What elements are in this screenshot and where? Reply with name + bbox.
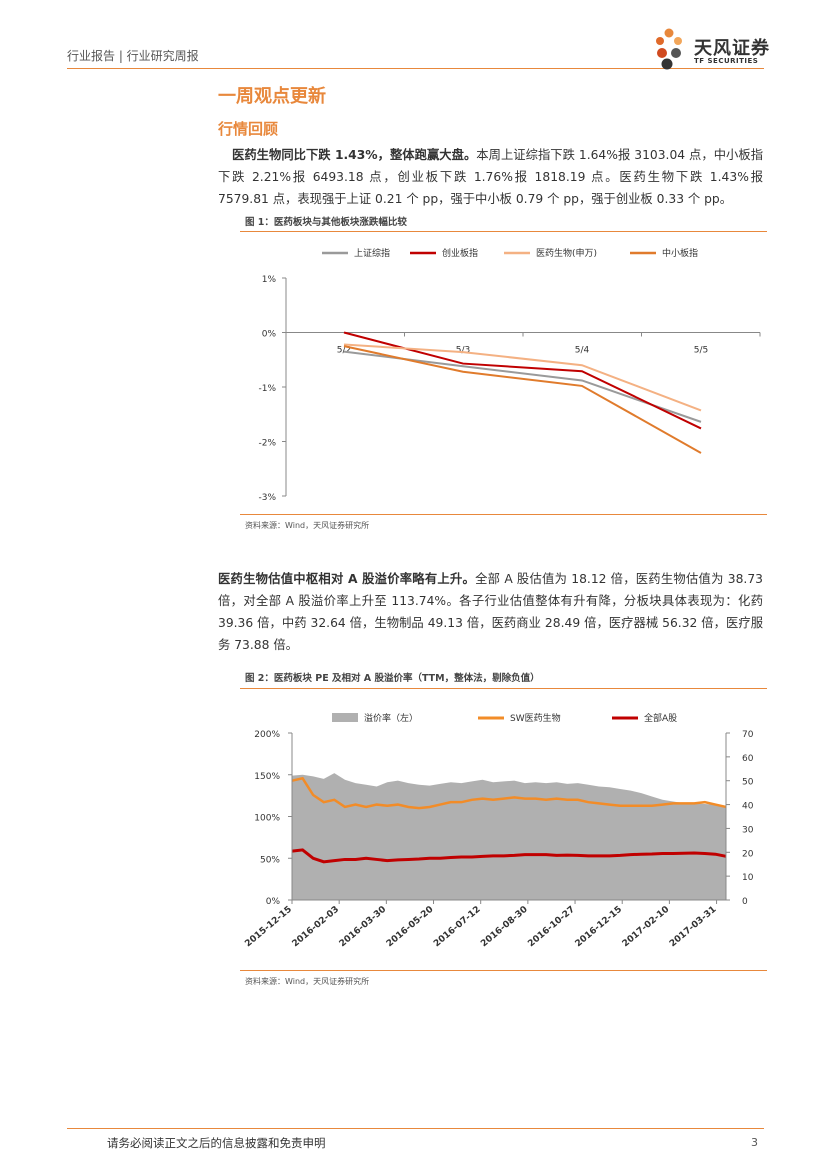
paragraph-body: 本周上证综指下跌 1.64%报 3103.04 点，中小板指下跌 2.21%报 … [218,148,763,206]
figure1-line-chart: 上证综指 创业板指 医药生物(申万) 中小板指 1% 0% -1% -2% -3% 5/2 5/3 5… [258,247,761,503]
figure2-bottom-rule [240,970,767,971]
x-tick-label: 5/2 [337,346,351,356]
figure1-top-rule [240,231,767,232]
y-right-tick-label: 30 [742,825,754,835]
x-tick-label: 2016-03-30 [338,905,389,950]
figure2-source: 资料来源：Wind，天风证券研究所 [245,977,370,986]
y-left-tick-label: 0% [266,897,281,907]
y-left-tick-label: 150% [254,772,280,782]
y-tick-label: -1% [258,384,276,394]
x-tick-label: 2016-07-12 [432,905,483,950]
paragraph-lead: 医药生物估值中枢相对 A 股溢价率略有上升。 [218,572,476,586]
y-tick-label: 1% [262,275,277,285]
y-tick-label: -3% [258,493,276,503]
y-right-tick-label: 70 [742,730,754,740]
figure2-area-chart: 溢价率（左） SW医药生物 全部A股 200% 150% 100% 50% 0% 70 60 50 4… [243,712,754,950]
paragraph-market-review: 医药生物同比下跌 1.43%，整体跑赢大盘。本周上证综指下跌 1.64%报 31… [218,144,763,210]
premium-area [292,773,726,900]
logo-en-text: TF SECURITIES [694,57,759,65]
legend-label: SW医药生物 [510,712,561,724]
legend-label: 中小板指 [662,247,698,259]
legend-label: 创业板指 [442,247,478,259]
company-logo [656,28,682,70]
page-number: 3 [751,1136,758,1149]
x-tick-label: 2016-08-30 [479,905,530,950]
y-left-tick-label: 200% [254,730,280,740]
footer-disclaimer: 请务必阅读正文之后的信息披露和免责申明 [107,1136,326,1150]
x-tick-label: 2016-05-20 [385,905,436,950]
figure1-source: 资料来源：Wind，天风证券研究所 [245,521,370,530]
series-line [343,345,702,454]
legend-label: 医药生物(申万) [536,247,597,259]
y-tick-label: 0% [262,330,277,340]
subsection-title: 行情回顾 [218,120,279,138]
y-right-tick-label: 10 [742,873,754,883]
x-tick-label: 2016-12-15 [574,905,625,950]
legend-label: 上证综指 [354,247,390,259]
series-line [291,776,727,810]
series-line [343,343,702,412]
y-left-tick-label: 100% [254,814,280,824]
legend-label: 全部A股 [644,712,677,724]
y-tick-label: -2% [258,439,276,449]
figure1-bottom-rule [240,514,767,515]
x-tick-label: 5/4 [575,346,590,356]
series-line [343,350,702,423]
x-tick-label: 2015-12-15 [243,905,294,950]
x-tick-label: 2017-03-31 [668,905,719,950]
paragraph-valuation: 医药生物估值中枢相对 A 股溢价率略有上升。全部 A 股估值为 18.12 倍，… [218,568,763,656]
figure1-title: 图 1：医药板块与其他板块涨跌幅比较 [245,217,407,228]
x-tick-label: 2016-10-27 [526,905,577,950]
legend-label: 溢价率（左） [364,712,418,724]
logo-cn-text: 天风证券 [694,38,770,59]
y-right-tick-label: 20 [742,849,754,859]
paragraph-lead: 医药生物同比下跌 1.43%，整体跑赢大盘。 [232,148,477,162]
y-right-tick-label: 50 [742,778,754,788]
x-tick-label: 2017-02-10 [621,905,672,950]
y-right-tick-label: 0 [742,897,748,907]
header-text: 行业报告 | 行业研究周报 [67,49,199,63]
legend-swatch [332,713,358,722]
y-left-tick-label: 50% [260,855,280,865]
paragraph-body: 全部 A 股估值为 18.12 倍，医药生物估值为 38.73 倍，对全部 A … [218,572,763,652]
footer-divider [67,1128,764,1129]
x-tick-label: 2016-02-03 [291,905,342,950]
series-line [291,848,727,864]
figure2-title: 图 2：医药板块 PE 及相对 A 股溢价率（TTM，整体法，剔除负值） [245,673,540,684]
series-line [343,331,702,430]
figure2-top-rule [240,688,767,689]
x-tick-label: 5/3 [456,346,470,356]
header-divider [67,68,764,69]
y-right-tick-label: 40 [742,802,754,812]
section-title: 一周观点更新 [218,86,326,107]
y-right-tick-label: 60 [742,754,754,764]
x-tick-label: 5/5 [694,346,708,356]
